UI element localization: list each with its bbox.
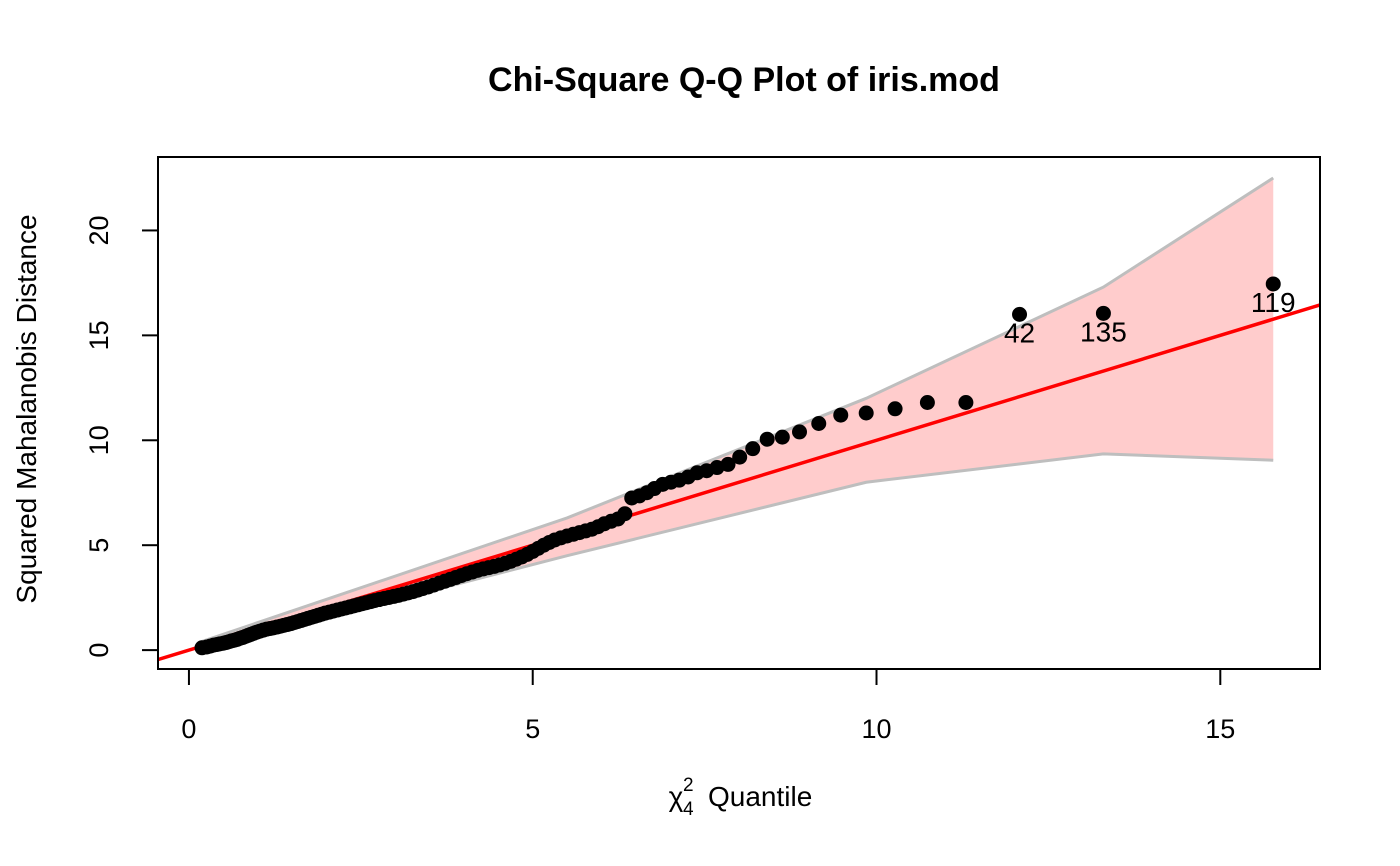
chart-title: Chi-Square Q-Q Plot of iris.mod <box>488 61 1000 99</box>
data-point <box>958 395 974 411</box>
band-fill <box>201 177 1274 651</box>
x-axis-label-superscript: 2 <box>683 775 694 796</box>
chi-symbol: χ <box>669 781 684 812</box>
point-label: 42 <box>1004 317 1035 348</box>
x-tick-label: 15 <box>1205 714 1235 744</box>
x-axis-label-text: Quantile <box>708 781 812 812</box>
x-tick-label: 0 <box>181 714 196 744</box>
data-point <box>792 424 808 440</box>
band-upper-edge <box>200 176 1275 644</box>
x-axis-label: χ 2 4 Quantile <box>669 775 813 820</box>
point-label: 135 <box>1080 316 1127 347</box>
data-point <box>811 415 827 431</box>
y-tick-label: 20 <box>84 215 114 245</box>
x-tick-label: 5 <box>525 714 540 744</box>
data-point <box>887 401 903 417</box>
point-labels: 42 135 119 <box>1004 287 1296 348</box>
x-axis-label-subscript: 4 <box>683 799 694 820</box>
y-tick-label: 0 <box>84 643 114 658</box>
confidence-band <box>200 176 1275 652</box>
data-points <box>194 276 1281 656</box>
data-point <box>774 429 790 445</box>
y-axis-label: Squared Mahalanobis Distance <box>11 214 42 603</box>
data-point <box>833 407 849 423</box>
y-tick-label: 10 <box>84 425 114 455</box>
data-point <box>617 506 633 522</box>
x-tick-label: 10 <box>861 714 891 744</box>
y-tick-label: 15 <box>84 320 114 350</box>
y-axis: 0 5 10 15 20 <box>84 215 159 658</box>
x-axis: 0 5 10 15 <box>181 668 1235 744</box>
point-label: 119 <box>1251 287 1296 318</box>
data-point <box>1012 306 1028 322</box>
data-point <box>745 441 761 457</box>
data-point <box>919 395 935 411</box>
data-point <box>1095 305 1111 321</box>
data-point <box>858 405 874 421</box>
data-point <box>732 449 748 465</box>
y-tick-label: 5 <box>84 538 114 553</box>
data-point <box>1265 276 1281 292</box>
svg-text:χ: χ <box>669 781 684 812</box>
data-point <box>759 431 775 447</box>
data-point <box>720 456 736 472</box>
